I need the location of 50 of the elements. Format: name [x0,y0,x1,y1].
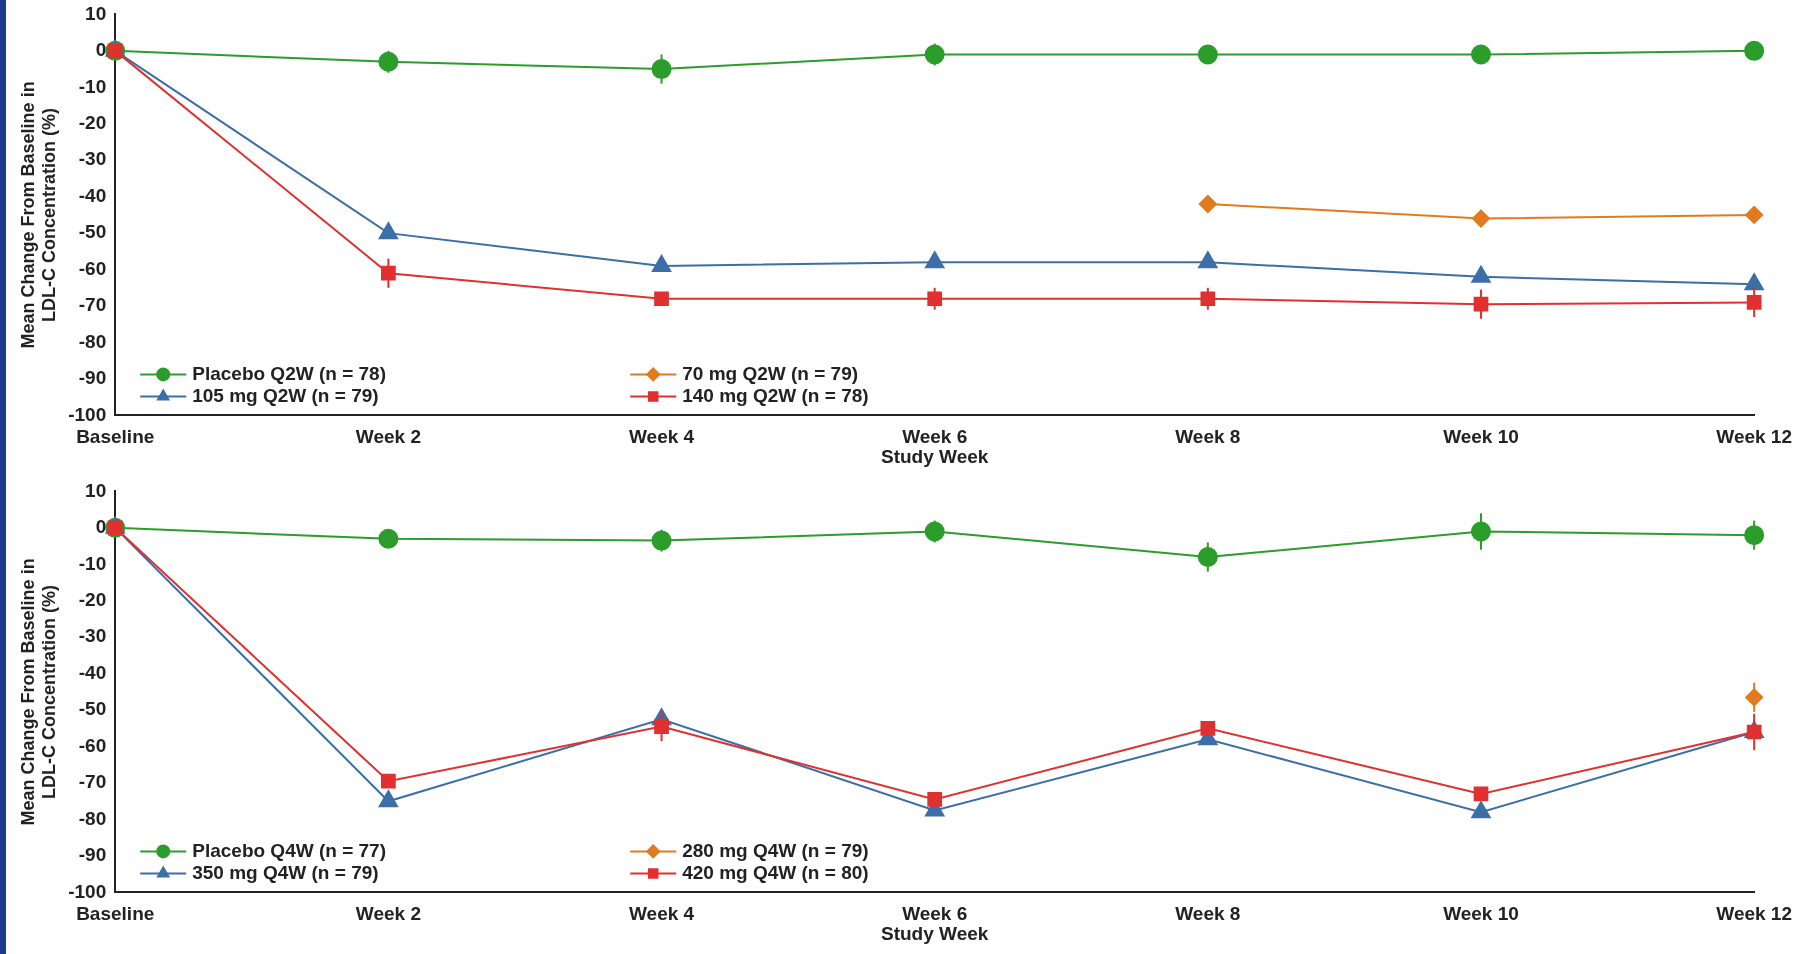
y-tick-label: -40 [78,661,107,683]
y-tick-label: -80 [78,330,107,352]
x-tick-label: Week 6 [902,903,968,925]
y-tick-label: -60 [78,734,107,756]
legend-label: 70 mg Q2W (n = 79) [682,362,859,384]
y-tick-label: -20 [78,112,107,133]
y-tick-label: -100 [68,880,107,902]
y-tick-label: -30 [78,625,107,647]
x-tick-label: Week 4 [628,903,695,925]
y-tick-label: -70 [78,771,107,793]
x-tick-label: Week 10 [1443,426,1519,448]
y-tick-label: 0 [95,516,107,538]
y-tick-label: -90 [78,844,107,866]
y-tick-label: 10 [85,479,107,501]
x-tick-label: Baseline [76,426,155,448]
y-tick-label: 0 [95,39,107,61]
y-tick-label: -100 [68,403,107,425]
y-tick-label: -30 [78,148,107,170]
y-tick-label: -10 [78,552,107,574]
x-tick-label: Week 12 [1716,426,1792,448]
legend-label: Placebo Q2W (n = 78) [192,362,386,384]
x-tick-label: Week 8 [1175,903,1241,925]
legend-label: Placebo Q4W (n = 77) [192,839,386,861]
y-tick-label: -60 [78,257,107,279]
x-tick-label: Baseline [76,903,155,925]
x-tick-label: Week 2 [355,426,421,448]
y-tick-label: 10 [85,2,107,24]
x-tick-label: Week 8 [1175,426,1241,448]
y-tick-label: -70 [78,294,107,316]
x-tick-label: Week 4 [628,426,695,448]
legend-label: 105 mg Q2W (n = 79) [192,384,379,406]
y-tick-label: -90 [78,367,107,389]
y-axis-title: Mean Change From Baseline in LDL-C Concentration (%) [17,558,60,826]
x-axis-title: Study Week [881,445,989,467]
x-axis-title: Study Week [881,922,989,944]
y-tick-label: -50 [78,698,107,720]
x-tick-label: Week 10 [1443,903,1519,925]
legend-label: 350 mg Q4W (n = 79) [192,861,379,883]
legend-label: 280 mg Q4W (n = 79) [682,839,869,861]
x-tick-label: Week 12 [1716,903,1792,925]
y-tick-label: -80 [78,807,107,829]
x-tick-label: Week 6 [902,426,968,448]
y-axis-title: Mean Change From Baseline in LDL-C Concentration (%) [17,81,60,349]
legend-label: 140 mg Q2W (n = 78) [682,384,869,406]
y-tick-label: -20 [78,589,107,610]
x-tick-label: Week 2 [355,903,421,925]
y-tick-label: -40 [78,184,107,206]
y-tick-label: -10 [78,75,107,97]
legend-label: 420 mg Q4W (n = 80) [682,861,869,883]
y-tick-label: -50 [78,221,107,243]
